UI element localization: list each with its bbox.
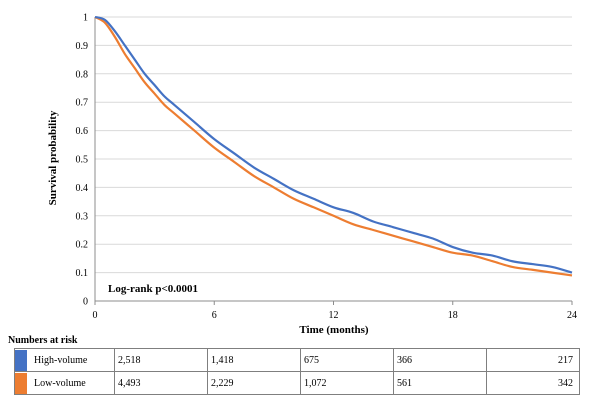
risk-row-label: Low-volume [14,371,115,395]
risk-row-label: High-volume [14,348,115,372]
risk-cell: 561 [393,371,487,395]
legend-swatch [15,349,27,371]
risk-row-high-volume: High-volume 2,518 1,418 675 366 217 [14,348,580,372]
y-tick-label: 0.1 [76,268,89,279]
risk-row-name: High-volume [34,354,88,366]
series-lines [94,15,573,277]
risk-cell: 366 [393,348,487,372]
risk-cell: 2,518 [114,348,208,372]
y-tick-label: 0.9 [76,41,89,52]
legend-swatch [15,372,27,394]
risk-row-name: Low-volume [34,377,86,389]
y-tick-label: 0.3 [76,211,89,222]
y-tick-label: 0 [83,297,88,308]
risk-cell: 1,072 [300,371,394,395]
x-tick-label: 0 [93,310,98,321]
risk-cell: 217 [486,348,580,372]
numbers-at-risk-table: High-volume 2,518 1,418 675 366 217 Low-volume… [14,348,580,395]
log-rank-annotation: Log-rank p<0.0001 [108,283,198,295]
x-tick-labels: 0 6 12 18 24 [93,310,578,321]
risk-cell: 342 [486,371,580,395]
risk-row-low-volume: Low-volume 4,493 2,229 1,072 561 342 [14,371,580,395]
y-axis-label: Survival probability [47,110,59,205]
risk-cell: 2,229 [207,371,301,395]
y-tick-label: 0.6 [76,126,89,137]
y-tick-label: 0.4 [76,183,89,194]
risk-cell: 4,493 [114,371,208,395]
numbers-at-risk-title: Numbers at risk [8,335,78,346]
x-tick-label: 24 [567,310,577,321]
series-line-high-volume [94,15,573,274]
gridlines [95,16,572,274]
risk-cell: 1,418 [207,348,301,372]
y-tick-label: 0.8 [76,69,89,80]
survival-chart: 0 0.1 0.2 0.3 0.4 0.5 0.6 0.7 0.8 0.9 1 0 6 12 18 24 S… [47,13,578,336]
y-tick-labels: 0 0.1 0.2 0.3 0.4 0.5 0.6 0.7 0.8 0.9 1 [76,13,89,308]
series-line-low-volume [94,16,573,277]
x-axis-label: Time (months) [299,324,368,335]
axes [94,17,573,305]
y-tick-label: 0.5 [76,155,89,166]
x-tick-label: 18 [448,310,458,321]
y-tick-label: 1 [83,13,88,24]
x-tick-label: 6 [212,310,217,321]
y-tick-label: 0.7 [76,98,89,109]
y-tick-label: 0.2 [76,240,89,251]
risk-cell: 675 [300,348,394,372]
x-tick-label: 12 [329,310,339,321]
